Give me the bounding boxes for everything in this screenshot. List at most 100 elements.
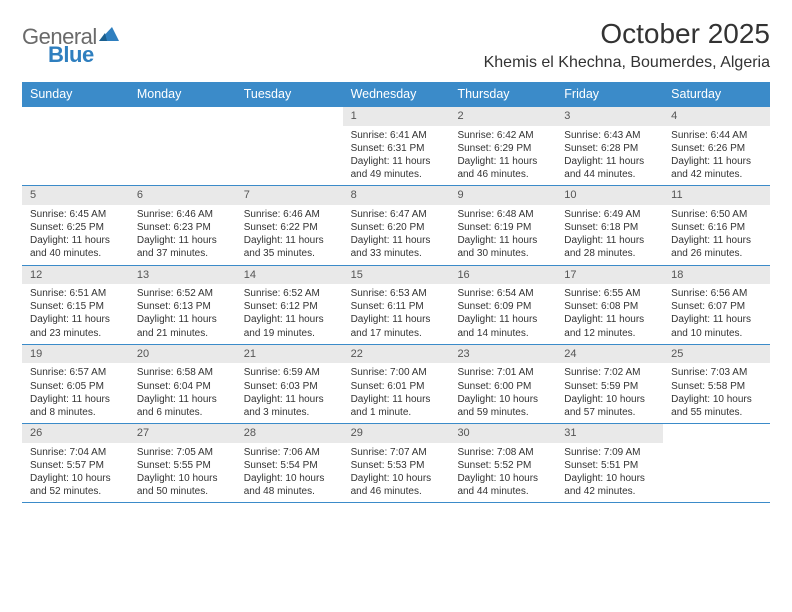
calendar-cell: 16Sunrise: 6:54 AMSunset: 6:09 PMDayligh… xyxy=(449,266,556,344)
calendar-cell: 14Sunrise: 6:52 AMSunset: 6:12 PMDayligh… xyxy=(236,266,343,344)
sunset-line: Sunset: 5:53 PM xyxy=(351,459,442,472)
cell-body: Sunrise: 6:41 AMSunset: 6:31 PMDaylight:… xyxy=(343,126,450,186)
day-number: 20 xyxy=(129,345,236,364)
daylight-line: Daylight: 11 hours and 35 minutes. xyxy=(244,234,335,260)
day-number: 10 xyxy=(556,186,663,205)
day-number: 3 xyxy=(556,107,663,126)
cell-body: Sunrise: 6:56 AMSunset: 6:07 PMDaylight:… xyxy=(663,284,770,344)
sunrise-line: Sunrise: 6:51 AM xyxy=(30,287,121,300)
day-header-thursday: Thursday xyxy=(449,82,556,106)
daylight-line: Daylight: 11 hours and 12 minutes. xyxy=(564,313,655,339)
calendar-cell: 31Sunrise: 7:09 AMSunset: 5:51 PMDayligh… xyxy=(556,424,663,502)
sunrise-line: Sunrise: 6:46 AM xyxy=(137,208,228,221)
day-number: 19 xyxy=(22,345,129,364)
calendar-cell: 25Sunrise: 7:03 AMSunset: 5:58 PMDayligh… xyxy=(663,345,770,423)
day-number: 17 xyxy=(556,266,663,285)
cell-body: Sunrise: 7:09 AMSunset: 5:51 PMDaylight:… xyxy=(556,443,663,503)
week-row: 5Sunrise: 6:45 AMSunset: 6:25 PMDaylight… xyxy=(22,185,770,264)
day-number: 4 xyxy=(663,107,770,126)
day-number: 27 xyxy=(129,424,236,443)
daylight-line: Daylight: 11 hours and 44 minutes. xyxy=(564,155,655,181)
daylight-line: Daylight: 11 hours and 8 minutes. xyxy=(30,393,121,419)
calendar-cell: 4Sunrise: 6:44 AMSunset: 6:26 PMDaylight… xyxy=(663,107,770,185)
weeks-container: 1Sunrise: 6:41 AMSunset: 6:31 PMDaylight… xyxy=(22,106,770,503)
sunrise-line: Sunrise: 6:46 AM xyxy=(244,208,335,221)
logo-text-blue: Blue xyxy=(48,42,94,68)
calendar-cell: 8Sunrise: 6:47 AMSunset: 6:20 PMDaylight… xyxy=(343,186,450,264)
sunset-line: Sunset: 6:00 PM xyxy=(457,380,548,393)
sunrise-line: Sunrise: 7:00 AM xyxy=(351,366,442,379)
sunset-line: Sunset: 6:31 PM xyxy=(351,142,442,155)
day-number: 7 xyxy=(236,186,343,205)
sunrise-line: Sunrise: 6:47 AM xyxy=(351,208,442,221)
daylight-line: Daylight: 11 hours and 23 minutes. xyxy=(30,313,121,339)
sunrise-line: Sunrise: 7:03 AM xyxy=(671,366,762,379)
cell-body: Sunrise: 7:07 AMSunset: 5:53 PMDaylight:… xyxy=(343,443,450,503)
cell-body: Sunrise: 6:58 AMSunset: 6:04 PMDaylight:… xyxy=(129,363,236,423)
sunset-line: Sunset: 6:15 PM xyxy=(30,300,121,313)
day-header-monday: Monday xyxy=(129,82,236,106)
daylight-line: Daylight: 11 hours and 46 minutes. xyxy=(457,155,548,181)
sunrise-line: Sunrise: 7:02 AM xyxy=(564,366,655,379)
sunrise-line: Sunrise: 6:59 AM xyxy=(244,366,335,379)
sunrise-line: Sunrise: 6:56 AM xyxy=(671,287,762,300)
day-number: 8 xyxy=(343,186,450,205)
calendar-cell xyxy=(236,107,343,185)
sunset-line: Sunset: 5:58 PM xyxy=(671,380,762,393)
sunrise-line: Sunrise: 6:42 AM xyxy=(457,129,548,142)
calendar-cell: 12Sunrise: 6:51 AMSunset: 6:15 PMDayligh… xyxy=(22,266,129,344)
day-header-friday: Friday xyxy=(556,82,663,106)
sunrise-line: Sunrise: 7:06 AM xyxy=(244,446,335,459)
sunset-line: Sunset: 6:18 PM xyxy=(564,221,655,234)
sunset-line: Sunset: 6:07 PM xyxy=(671,300,762,313)
cell-body: Sunrise: 7:05 AMSunset: 5:55 PMDaylight:… xyxy=(129,443,236,503)
sunset-line: Sunset: 6:01 PM xyxy=(351,380,442,393)
sunset-line: Sunset: 6:25 PM xyxy=(30,221,121,234)
daylight-line: Daylight: 10 hours and 48 minutes. xyxy=(244,472,335,498)
calendar-cell: 15Sunrise: 6:53 AMSunset: 6:11 PMDayligh… xyxy=(343,266,450,344)
sunset-line: Sunset: 6:13 PM xyxy=(137,300,228,313)
sunrise-line: Sunrise: 7:01 AM xyxy=(457,366,548,379)
calendar-cell: 11Sunrise: 6:50 AMSunset: 6:16 PMDayligh… xyxy=(663,186,770,264)
calendar-cell: 1Sunrise: 6:41 AMSunset: 6:31 PMDaylight… xyxy=(343,107,450,185)
daylight-line: Daylight: 11 hours and 1 minute. xyxy=(351,393,442,419)
sunrise-line: Sunrise: 6:49 AM xyxy=(564,208,655,221)
daylight-line: Daylight: 11 hours and 37 minutes. xyxy=(137,234,228,260)
day-number xyxy=(663,424,770,428)
day-number: 16 xyxy=(449,266,556,285)
calendar-cell: 20Sunrise: 6:58 AMSunset: 6:04 PMDayligh… xyxy=(129,345,236,423)
cell-body: Sunrise: 6:52 AMSunset: 6:12 PMDaylight:… xyxy=(236,284,343,344)
sunrise-line: Sunrise: 7:05 AM xyxy=(137,446,228,459)
day-number: 29 xyxy=(343,424,450,443)
logo: General Blue xyxy=(22,24,119,50)
sunrise-line: Sunrise: 7:04 AM xyxy=(30,446,121,459)
calendar-cell: 3Sunrise: 6:43 AMSunset: 6:28 PMDaylight… xyxy=(556,107,663,185)
day-number: 9 xyxy=(449,186,556,205)
week-row: 12Sunrise: 6:51 AMSunset: 6:15 PMDayligh… xyxy=(22,265,770,344)
sunrise-line: Sunrise: 6:44 AM xyxy=(671,129,762,142)
daylight-line: Daylight: 11 hours and 28 minutes. xyxy=(564,234,655,260)
daylight-line: Daylight: 11 hours and 14 minutes. xyxy=(457,313,548,339)
day-number: 13 xyxy=(129,266,236,285)
daylight-line: Daylight: 11 hours and 30 minutes. xyxy=(457,234,548,260)
sunset-line: Sunset: 6:11 PM xyxy=(351,300,442,313)
cell-body: Sunrise: 7:04 AMSunset: 5:57 PMDaylight:… xyxy=(22,443,129,503)
cell-body: Sunrise: 6:52 AMSunset: 6:13 PMDaylight:… xyxy=(129,284,236,344)
calendar-cell xyxy=(22,107,129,185)
day-number: 6 xyxy=(129,186,236,205)
cell-body: Sunrise: 7:02 AMSunset: 5:59 PMDaylight:… xyxy=(556,363,663,423)
calendar-cell: 5Sunrise: 6:45 AMSunset: 6:25 PMDaylight… xyxy=(22,186,129,264)
daylight-line: Daylight: 11 hours and 26 minutes. xyxy=(671,234,762,260)
cell-body: Sunrise: 7:00 AMSunset: 6:01 PMDaylight:… xyxy=(343,363,450,423)
cell-body: Sunrise: 6:59 AMSunset: 6:03 PMDaylight:… xyxy=(236,363,343,423)
sunset-line: Sunset: 6:16 PM xyxy=(671,221,762,234)
sunset-line: Sunset: 6:28 PM xyxy=(564,142,655,155)
calendar-cell: 18Sunrise: 6:56 AMSunset: 6:07 PMDayligh… xyxy=(663,266,770,344)
sunrise-line: Sunrise: 7:09 AM xyxy=(564,446,655,459)
day-number: 30 xyxy=(449,424,556,443)
day-number: 24 xyxy=(556,345,663,364)
day-number: 1 xyxy=(343,107,450,126)
logo-triangle-icon xyxy=(99,27,119,48)
daylight-line: Daylight: 10 hours and 44 minutes. xyxy=(457,472,548,498)
month-title: October 2025 xyxy=(484,18,770,50)
